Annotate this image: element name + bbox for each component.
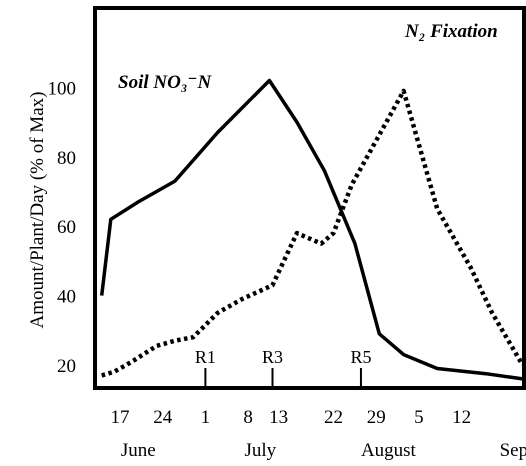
n2-fixation-line	[101, 88, 525, 378]
series-group	[99, 78, 525, 381]
x-day-label: 8	[243, 407, 253, 428]
x-day-label: 1	[201, 407, 211, 428]
y-tick-label: 20	[57, 356, 76, 377]
y-tick-label: 100	[48, 78, 77, 99]
soil-nitrate-line	[99, 78, 523, 381]
x-day-label: 12	[452, 407, 471, 428]
x-month-label: August	[361, 440, 417, 461]
stage-marker-label: R3	[262, 347, 283, 367]
x-day-label: 22	[324, 407, 343, 428]
x-day-label: 24	[153, 407, 173, 428]
y-tick-label: 60	[57, 217, 76, 238]
stage-marker-group: R1 R3 R5	[195, 347, 371, 388]
x-day-label: 29	[367, 407, 386, 428]
x-month-label-group: June July August Sept	[121, 440, 526, 461]
y-axis-title: Amount/Plant/Day (% of Max)	[27, 92, 48, 329]
x-month-label: Sept	[500, 440, 526, 461]
x-day-label: 17	[111, 407, 130, 428]
x-month-label: June	[121, 440, 156, 461]
x-day-label-group: 17 24 1 8 13 22 29 5 12	[111, 407, 472, 428]
y-tick-label: 80	[57, 148, 76, 169]
stage-marker-label: R1	[195, 347, 216, 367]
x-month-label: July	[244, 440, 276, 461]
plot-frame	[93, 6, 526, 390]
y-tick-group: 20 40 60 80 100	[48, 78, 77, 377]
stage-marker-label: R5	[350, 347, 371, 367]
x-day-label: 5	[414, 407, 424, 428]
soil-nitrate-label: Soil NO₃⁻N	[118, 72, 212, 93]
n2-fixation-label: N₂ Fixation	[404, 21, 498, 42]
x-day-label: 13	[269, 407, 288, 428]
y-tick-label: 40	[57, 287, 76, 308]
